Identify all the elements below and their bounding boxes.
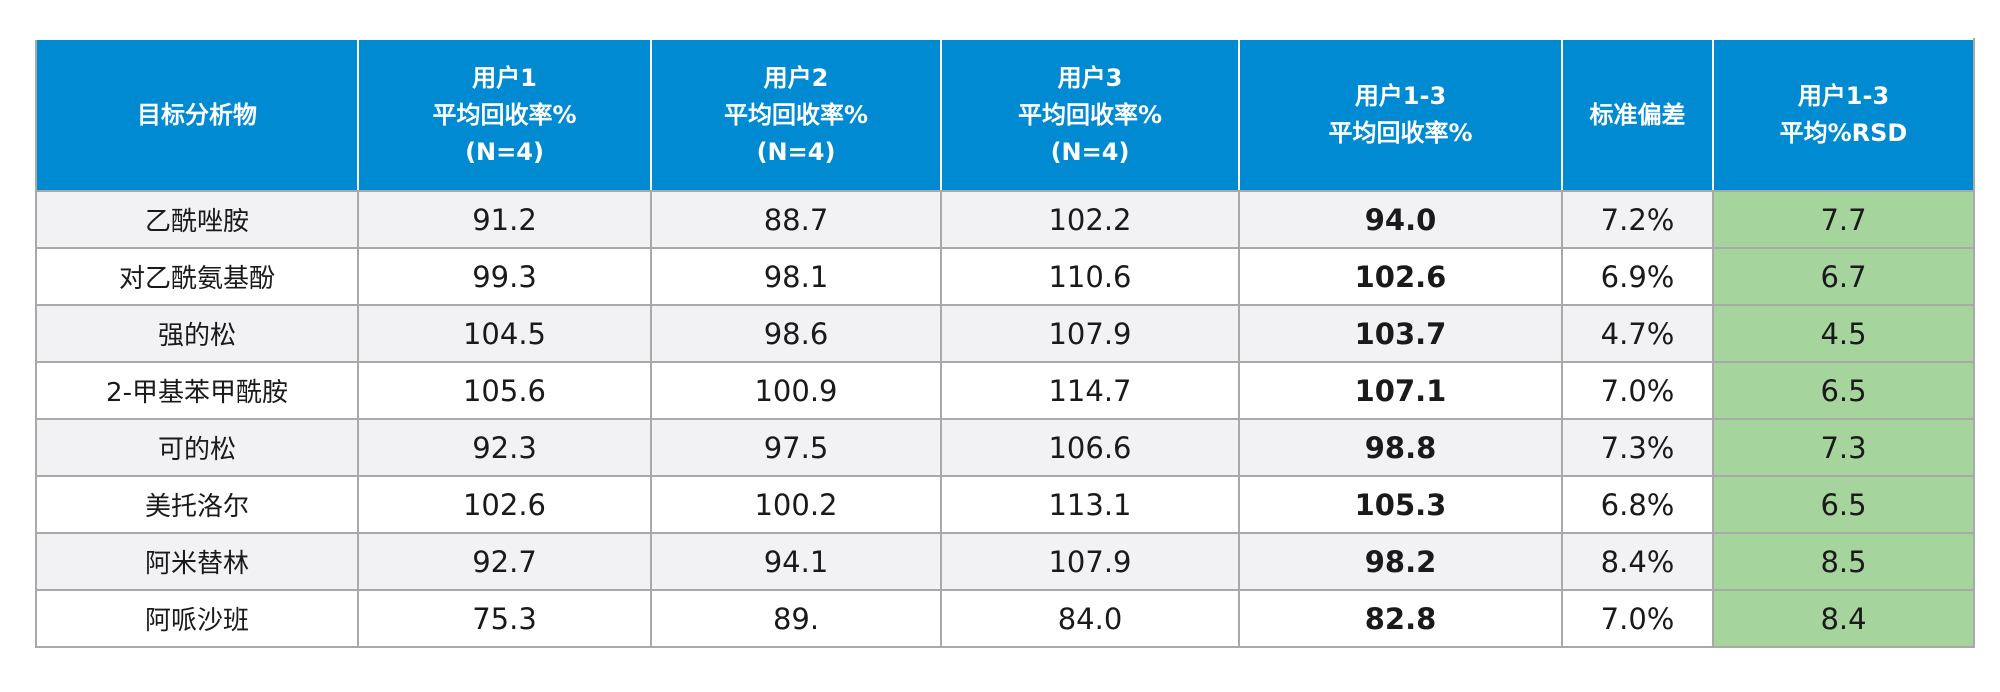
mean-rsd-cell: 6.5 [1712,361,1975,420]
table-row: 乙酰唑胺 91.2 88.7 102.2 94.0 7.2% 7.7 [35,190,1975,249]
user2-recovery-cell: 98.1 [650,247,942,306]
mean-recovery-cell: 94.0 [1238,190,1563,249]
table-row: 阿米替林 92.7 94.1 107.9 98.2 8.4% 8.5 [35,532,1975,591]
mean-recovery-cell: 98.2 [1238,532,1563,591]
user3-recovery-cell: 107.9 [940,532,1240,591]
mean-rsd-cell: 4.5 [1712,304,1975,363]
analyte-cell: 2-甲基苯甲酰胺 [35,361,359,420]
table-row: 对乙酰氨基酚 99.3 98.1 110.6 102.6 6.9% 6.7 [35,247,1975,306]
user1-recovery-cell: 105.6 [357,361,652,420]
header-user2-recovery: 用户2 平均回收率% (N=4) [650,38,942,192]
user2-recovery-cell: 89. [650,589,942,648]
header-mean-recovery: 用户1-3 平均回收率% [1238,38,1563,192]
user1-recovery-cell: 92.3 [357,418,652,477]
mean-recovery-cell: 103.7 [1238,304,1563,363]
std-dev-cell: 7.3% [1561,418,1714,477]
user3-recovery-cell: 114.7 [940,361,1240,420]
user3-recovery-cell: 113.1 [940,475,1240,534]
analyte-cell: 对乙酰氨基酚 [35,247,359,306]
std-dev-cell: 6.8% [1561,475,1714,534]
table-row: 美托洛尔 102.6 100.2 113.1 105.3 6.8% 6.5 [35,475,1975,534]
mean-rsd-cell: 7.7 [1712,190,1975,249]
analyte-cell: 强的松 [35,304,359,363]
mean-rsd-cell: 7.3 [1712,418,1975,477]
mean-rsd-cell: 6.5 [1712,475,1975,534]
std-dev-cell: 7.0% [1561,589,1714,648]
header-mean-rsd: 用户1-3 平均%RSD [1712,38,1975,192]
header-analyte: 目标分析物 [35,38,359,192]
table-row: 强的松 104.5 98.6 107.9 103.7 4.7% 4.5 [35,304,1975,363]
std-dev-cell: 7.0% [1561,361,1714,420]
table-row: 可的松 92.3 97.5 106.6 98.8 7.3% 7.3 [35,418,1975,477]
table-row: 2-甲基苯甲酰胺 105.6 100.9 114.7 107.1 7.0% 6.… [35,361,1975,420]
recovery-table: 目标分析物 用户1 平均回收率% (N=4) 用户2 平均回收率% (N=4) … [35,38,1975,648]
user2-recovery-cell: 88.7 [650,190,942,249]
table-row: 阿哌沙班 75.3 89. 84.0 82.8 7.0% 8.4 [35,589,1975,648]
mean-recovery-cell: 82.8 [1238,589,1563,648]
user3-recovery-cell: 107.9 [940,304,1240,363]
user2-recovery-cell: 97.5 [650,418,942,477]
std-dev-cell: 8.4% [1561,532,1714,591]
analyte-cell: 可的松 [35,418,359,477]
mean-rsd-cell: 8.4 [1712,589,1975,648]
user2-recovery-cell: 98.6 [650,304,942,363]
user3-recovery-cell: 106.6 [940,418,1240,477]
user1-recovery-cell: 104.5 [357,304,652,363]
analyte-cell: 阿哌沙班 [35,589,359,648]
user2-recovery-cell: 100.2 [650,475,942,534]
mean-rsd-cell: 6.7 [1712,247,1975,306]
user1-recovery-cell: 92.7 [357,532,652,591]
header-std-dev: 标准偏差 [1561,38,1714,192]
user1-recovery-cell: 91.2 [357,190,652,249]
std-dev-cell: 6.9% [1561,247,1714,306]
user3-recovery-cell: 84.0 [940,589,1240,648]
header-user3-recovery: 用户3 平均回收率% (N=4) [940,38,1240,192]
analyte-cell: 美托洛尔 [35,475,359,534]
mean-recovery-cell: 98.8 [1238,418,1563,477]
mean-recovery-cell: 105.3 [1238,475,1563,534]
header-user1-recovery: 用户1 平均回收率% (N=4) [357,38,652,192]
mean-recovery-cell: 102.6 [1238,247,1563,306]
user1-recovery-cell: 75.3 [357,589,652,648]
mean-recovery-cell: 107.1 [1238,361,1563,420]
user1-recovery-cell: 102.6 [357,475,652,534]
std-dev-cell: 4.7% [1561,304,1714,363]
user3-recovery-cell: 102.2 [940,190,1240,249]
analyte-cell: 阿米替林 [35,532,359,591]
mean-rsd-cell: 8.5 [1712,532,1975,591]
header-row: 目标分析物 用户1 平均回收率% (N=4) 用户2 平均回收率% (N=4) … [35,38,1975,192]
user1-recovery-cell: 99.3 [357,247,652,306]
user3-recovery-cell: 110.6 [940,247,1240,306]
analyte-cell: 乙酰唑胺 [35,190,359,249]
user2-recovery-cell: 100.9 [650,361,942,420]
std-dev-cell: 7.2% [1561,190,1714,249]
user2-recovery-cell: 94.1 [650,532,942,591]
